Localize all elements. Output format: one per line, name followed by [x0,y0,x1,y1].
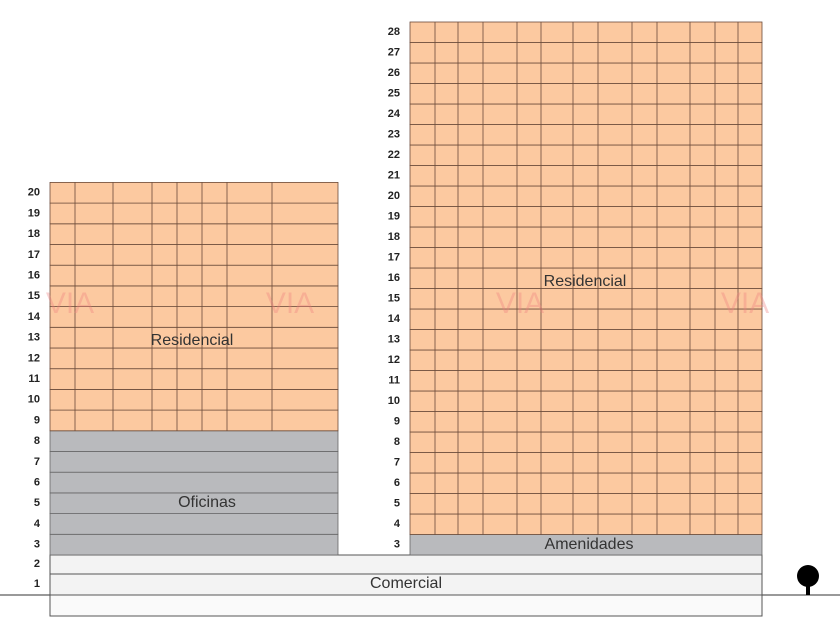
residential-floor [409,185,763,207]
residential-floor [409,144,763,166]
floor-number: 11 [28,373,40,385]
floor-number: 15 [28,290,40,302]
floor-number: 9 [394,416,400,428]
residential-floor [49,368,339,390]
floor-number: 6 [394,477,400,489]
floor-number: 22 [388,149,400,161]
residential-floor [409,513,763,535]
floor-number: 12 [28,352,40,364]
watermark: VIA [266,287,314,320]
grey-floor [49,513,339,535]
floor-number: 1 [34,578,40,590]
tree-icon [797,565,819,587]
residential-floor [49,244,339,266]
residential-floor [49,202,339,225]
floor-number: 13 [28,332,40,344]
residential-floor [409,411,763,433]
residential-floor [409,288,763,310]
floor-number: 19 [388,211,400,223]
residential-floor [409,349,763,371]
residential-floor [409,83,763,105]
floor-number: 28 [388,26,400,38]
commercial-label: Comercial [370,575,442,592]
floor-number: 12 [388,354,400,366]
floor-number: 8 [34,435,40,447]
floor-number: 14 [388,313,401,325]
floor-number: 2 [34,558,40,570]
watermark: VIA [496,287,544,320]
amenities-label: Amenidades [545,536,634,553]
floor-number: 21 [388,170,400,182]
floor-number: 10 [28,394,40,406]
residential-floor [409,370,763,392]
residential-floor [409,431,763,453]
residential-floor [409,493,763,515]
floor-number: 27 [388,47,400,59]
residential-floor [409,62,763,84]
floor-number: 3 [394,539,400,551]
podium-base [49,594,763,617]
residential-floor [409,452,763,474]
floor-number: 18 [28,228,40,240]
residential-floor [49,347,339,370]
residential-floor [409,124,763,146]
floor-number: 8 [394,436,400,448]
residential-floor [409,165,763,187]
residential-floor [49,409,339,432]
residential-floor [409,206,763,228]
floor-number: 5 [394,498,400,510]
residential-floor [409,329,763,351]
floor-number: 17 [388,252,400,264]
floor-number: 4 [34,518,41,530]
watermark: VIA [46,287,94,320]
floor-number: 16 [28,269,40,281]
floor-number: 5 [34,497,40,509]
podium-floor [49,554,763,575]
grey-floor [49,471,339,494]
floor-number: 20 [28,187,40,199]
floor-number: 13 [388,334,400,346]
residential-floor [409,390,763,412]
residential-floor [409,472,763,494]
floor-number: 20 [388,190,400,202]
floor-number: 7 [34,456,40,468]
tree-trunk [806,585,810,595]
residential-floor [409,103,763,125]
floor-number: 3 [34,539,40,551]
residential-floor [409,21,763,43]
floor-number: 25 [388,88,400,100]
office-label: Oficinas [178,494,236,511]
residential-floor [49,181,339,204]
residential-floor [409,247,763,269]
floor-number: 17 [28,249,40,261]
floor-number: 6 [34,476,40,488]
floor-number: 16 [388,272,400,284]
residential-floor [409,42,763,64]
drawing: 1234567891011121314151617181920345678910… [28,21,763,617]
residential-floor [409,308,763,330]
floor-number: 4 [394,518,401,530]
floor-number: 9 [34,414,40,426]
floor-number: 7 [394,457,400,469]
floor-number: 14 [28,311,41,323]
residential-floor [49,388,339,411]
floor-number: 24 [388,108,401,120]
watermark: VIA [721,287,769,320]
residential-floor [49,264,339,287]
grey-floor [49,451,339,473]
floor-number: 26 [388,67,400,79]
floor-number: 10 [388,395,400,407]
floor-number: 15 [388,293,400,305]
grey-floor [49,533,339,556]
left-residential-label: Residencial [151,332,234,349]
right-residential-label: Residencial [544,273,627,290]
residential-floor [409,226,763,248]
floor-number: 23 [388,129,400,141]
floor-number: 19 [28,207,40,219]
residential-floor [49,223,339,245]
floor-number: 11 [388,375,400,387]
floor-number: 18 [388,231,400,243]
grey-floor [49,430,339,452]
